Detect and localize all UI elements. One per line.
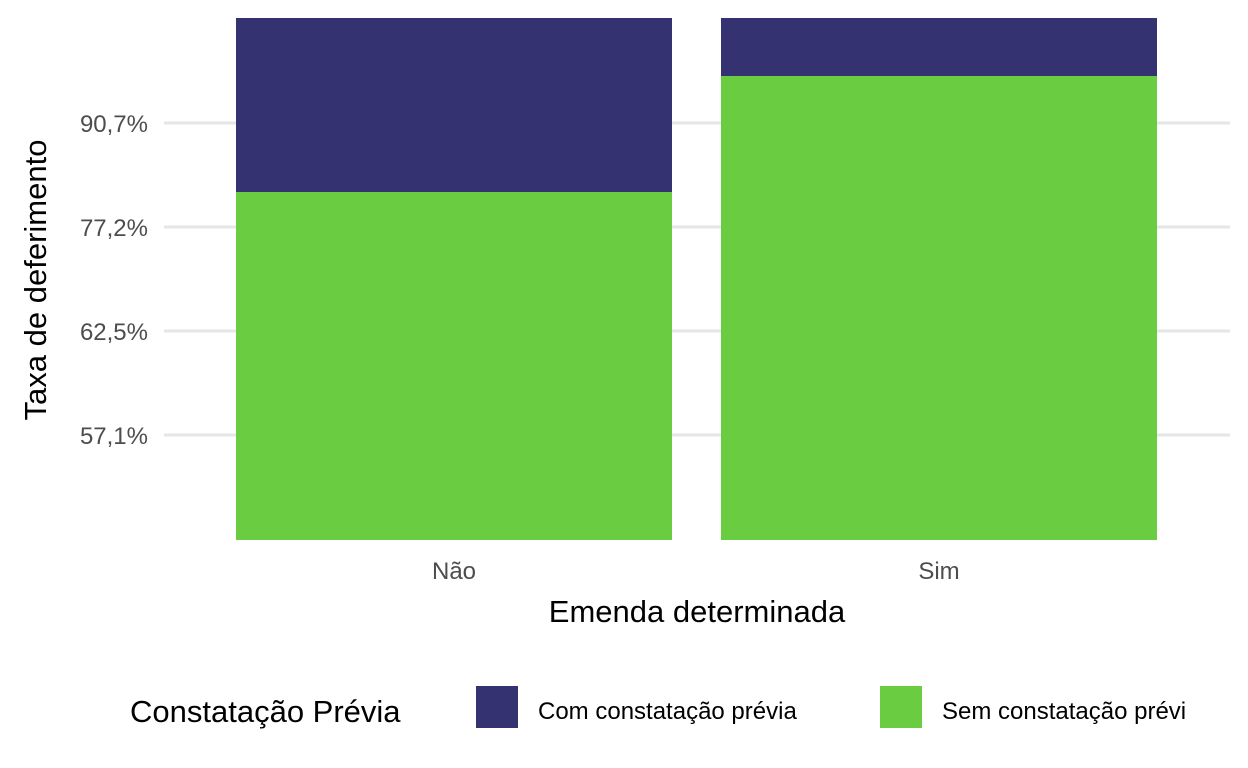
y-tick-label: 77,2%: [80, 215, 148, 242]
y-tick-label: 62,5%: [80, 319, 148, 346]
bars: [236, 18, 1157, 540]
x-tick-label: Sim: [918, 558, 959, 585]
y-tick-label: 57,1%: [80, 423, 148, 450]
y-axis-title: Taxa de deferimento: [18, 140, 53, 421]
legend-title: Constatação Prévia: [130, 694, 401, 729]
legend-swatch-com: [476, 686, 518, 728]
bar-segment: [721, 76, 1157, 540]
x-tick-label: Não: [432, 558, 476, 585]
bar-segment: [236, 18, 672, 192]
legend-swatch-sem: [880, 686, 922, 728]
bar-segment: [236, 192, 672, 540]
x-tick-labels: Não Sim: [432, 558, 960, 585]
legend-label-com: Com constatação prévia: [538, 698, 797, 725]
y-tick-label: 90,7%: [80, 111, 148, 138]
bar-segment: [721, 18, 1157, 76]
x-axis-title: Emenda determinada: [549, 594, 846, 629]
y-tick-labels: 57,1% 62,5% 77,2% 90,7%: [80, 111, 148, 450]
legend: Constatação Prévia Com constatação prévi…: [130, 686, 1186, 729]
legend-label-sem: Sem constatação prévi: [942, 698, 1186, 725]
